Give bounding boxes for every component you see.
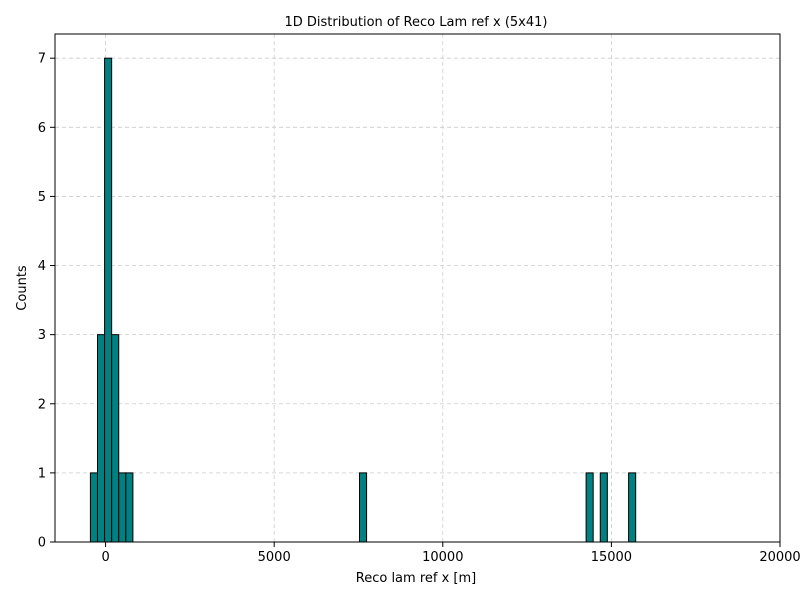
y-tick-label: 0	[38, 536, 46, 551]
y-axis-label: Counts	[15, 265, 30, 311]
y-tick-label: 2	[38, 397, 46, 412]
y-tick-label: 5	[38, 190, 46, 205]
x-tick-label: 15000	[591, 550, 632, 565]
x-axis-ticks: 0 5000 10000 15000 20000	[101, 542, 800, 565]
histogram-bar	[89, 472, 98, 543]
y-tick-label: 1	[38, 466, 46, 481]
histogram-bar	[104, 57, 113, 543]
y-tick-label: 4	[38, 259, 46, 274]
chart-title: 1D Distribution of Reco Lam ref x (5x41)	[285, 15, 548, 30]
histogram-bar	[125, 472, 134, 543]
histogram-bar	[585, 472, 594, 543]
y-tick-label: 6	[38, 121, 46, 136]
plot-frame	[54, 33, 781, 543]
histogram-bar	[118, 472, 127, 543]
histogram-bar	[111, 334, 120, 543]
y-axis-ticks: 0 1 2 3 4 5 6 7	[38, 52, 55, 551]
x-axis-label: Reco lam ref x [m]	[356, 571, 476, 586]
x-tick-label: 0	[101, 550, 109, 565]
histogram-bar	[96, 334, 106, 543]
x-tick-label: 20000	[759, 550, 800, 565]
x-tick-label: 10000	[422, 550, 463, 565]
y-tick-label: 7	[38, 52, 46, 67]
histogram-bar	[628, 472, 637, 543]
y-tick-label: 3	[38, 328, 46, 343]
histogram-bar	[359, 472, 368, 543]
x-tick-label: 5000	[258, 550, 291, 565]
histogram-bar	[599, 472, 608, 543]
